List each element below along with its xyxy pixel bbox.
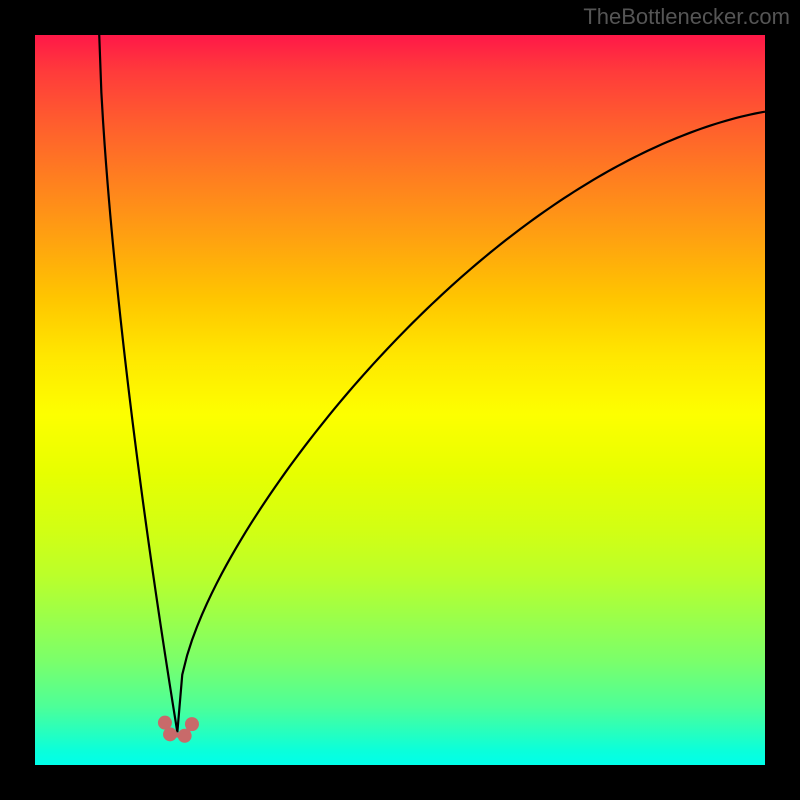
marker-dot: [185, 717, 199, 731]
marker-dot: [163, 727, 177, 741]
chart-svg: [0, 0, 800, 800]
marker-dot: [178, 729, 192, 743]
plot-gradient: [35, 35, 765, 765]
watermark-label: TheBottlenecker.com: [583, 4, 790, 30]
chart-container: TheBottlenecker.com: [0, 0, 800, 800]
